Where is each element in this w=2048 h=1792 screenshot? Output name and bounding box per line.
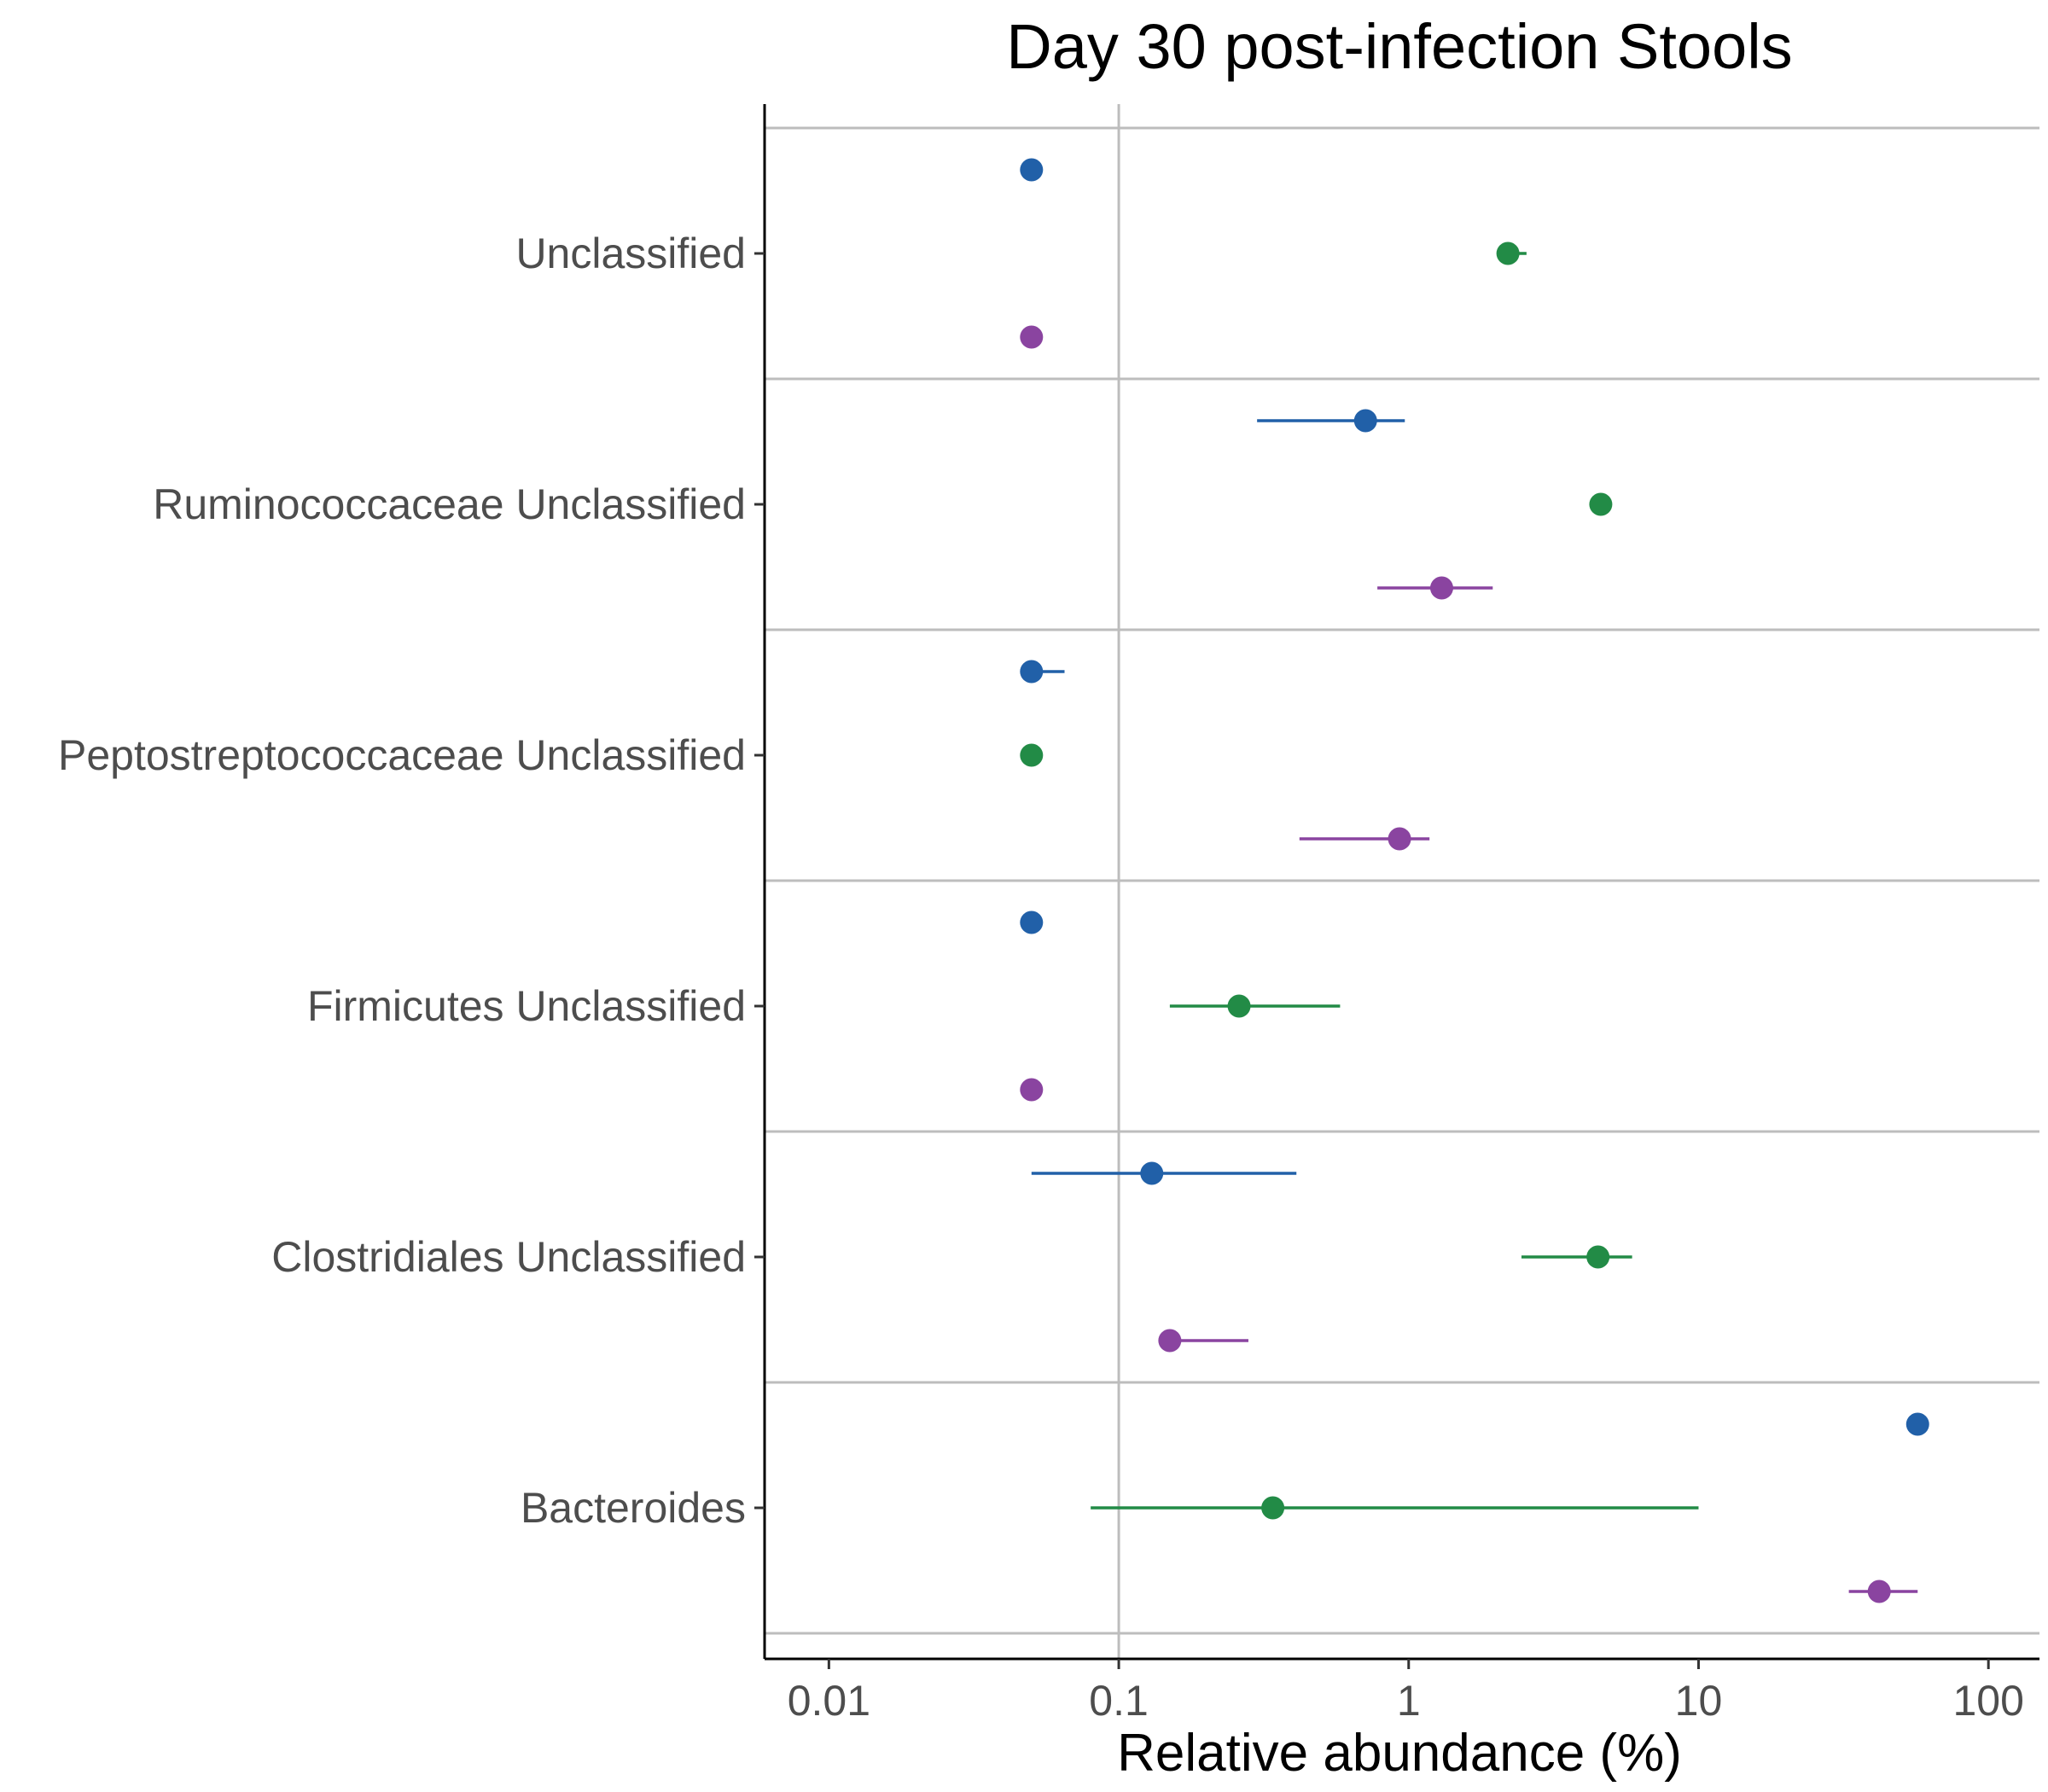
data-marks xyxy=(1020,158,1929,1603)
data-point xyxy=(1905,1412,1929,1436)
data-point xyxy=(1020,158,1044,182)
x-tick-label: 0.1 xyxy=(1089,1677,1149,1725)
data-point xyxy=(1020,1078,1044,1102)
data-point xyxy=(1020,743,1044,767)
data-point xyxy=(1158,1329,1182,1353)
y-tick-label: Ruminococcaceae Unclassified xyxy=(153,480,746,528)
data-point xyxy=(1867,1580,1891,1603)
y-tick-label: Bacteroides xyxy=(521,1484,746,1532)
data-point xyxy=(1496,241,1520,265)
axis-layer xyxy=(754,104,2039,1669)
data-point xyxy=(1020,325,1044,349)
data-point xyxy=(1429,576,1453,600)
x-tick-label: 1 xyxy=(1397,1677,1421,1725)
y-tick-labels: Unclassified Ruminococcaceae Unclassified… xyxy=(58,230,746,1532)
data-point xyxy=(1388,827,1411,851)
grid-layer xyxy=(765,104,2039,1659)
data-point xyxy=(1020,660,1044,684)
y-tick-label: Peptostreptococcaceae Unclassified xyxy=(58,731,746,779)
data-point xyxy=(1589,492,1613,516)
data-point xyxy=(1140,1161,1164,1185)
x-tick-labels: 0.01 0.1 1 10 100 xyxy=(788,1677,2024,1725)
x-tick-label: 100 xyxy=(1952,1677,2023,1725)
y-tick-label: Firmicutes Unclassified xyxy=(307,982,746,1030)
x-axis-title: Relative abundance (%) xyxy=(1117,1724,1682,1783)
data-point xyxy=(1586,1245,1610,1269)
data-point xyxy=(1353,409,1377,433)
y-tick-label: Unclassified xyxy=(515,230,746,277)
data-point xyxy=(1261,1496,1285,1520)
data-point xyxy=(1020,911,1044,934)
chart-title: Day 30 post-infection Stools xyxy=(1006,11,1792,82)
x-tick-label: 10 xyxy=(1675,1677,1723,1725)
data-point xyxy=(1227,994,1251,1018)
x-tick-label: 0.01 xyxy=(788,1677,870,1725)
y-tick-label: Clostridiales Unclassified xyxy=(271,1233,746,1281)
